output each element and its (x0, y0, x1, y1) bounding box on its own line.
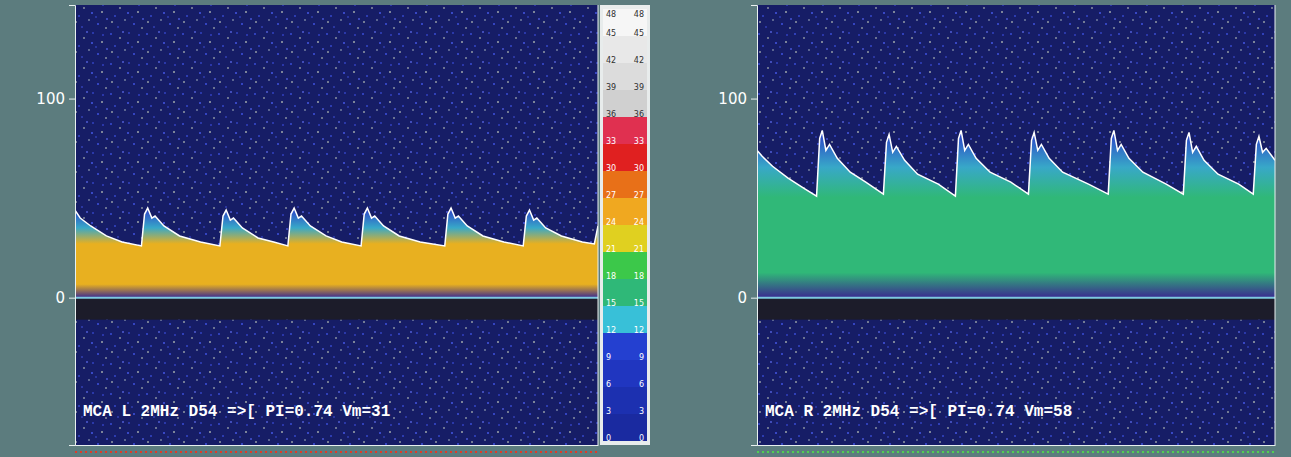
colorbar-label: 33 (634, 137, 644, 146)
colorbar-label: 42 (606, 56, 616, 65)
frame (1275, 5, 1276, 445)
tick-mark (69, 99, 75, 100)
plot-background (757, 5, 1275, 445)
colorbar-label: 27 (634, 191, 644, 200)
spectrum-area (75, 208, 598, 298)
colorbar-label: 12 (606, 326, 616, 335)
marks (75, 208, 598, 298)
baseline-band (757, 298, 1275, 320)
colorbar-frame (600, 5, 650, 445)
tick: 0 (737, 289, 757, 307)
tick-label: 100 (718, 90, 747, 108)
colorbar-label: 24 (634, 218, 644, 227)
footer-line (757, 451, 1275, 453)
tick: 0 (55, 289, 75, 307)
tick-mark (751, 99, 757, 100)
panel: 0 100 MCA L 2MHz D54 =>[ PI=0.74 Vm=31 (36, 5, 598, 452)
frame (598, 5, 599, 445)
colorbar-label: 48 (634, 10, 644, 19)
colorbar-label: 18 (606, 272, 616, 281)
colorbar-label: 9 (639, 353, 644, 362)
panel-label: MCA R 2MHz D54 =>[ PI=0.74 Vm=58 (765, 403, 1072, 421)
colorbar-label: 48 (606, 10, 616, 19)
colorbar-label: 15 (634, 299, 644, 308)
baseline-band (75, 298, 598, 320)
colorbar-label: 18 (634, 272, 644, 281)
colorbar-label: 6 (639, 380, 644, 389)
colorbar-label: 0 (606, 434, 611, 443)
y-axis: 0 100 (718, 6, 757, 446)
tick: 100 (36, 90, 75, 108)
canvas: 0 100 MCA L 2MHz D54 =>[ PI=0.74 Vm=31 0 100… (0, 0, 1291, 457)
zero-line (75, 297, 598, 299)
tick-mark (751, 298, 757, 299)
colorbar-label: 39 (634, 83, 644, 92)
colorbar-label: 33 (606, 137, 616, 146)
footer-line (75, 451, 598, 453)
colorbar-label: 24 (606, 218, 616, 227)
tick-label: 100 (36, 90, 65, 108)
panel-label: MCA L 2MHz D54 =>[ PI=0.74 Vm=31 (83, 403, 390, 421)
colorbar-label: 30 (634, 164, 644, 173)
colorbar-label: 6 (606, 380, 611, 389)
plot-background (75, 5, 598, 445)
tick-mark (69, 298, 75, 299)
tick-label: 0 (55, 289, 65, 307)
axis-line (758, 445, 1276, 446)
colorbar-label: 12 (634, 326, 644, 335)
colorbar-label: 30 (606, 164, 616, 173)
envelope-line (75, 208, 598, 246)
colorbar-label: 36 (606, 110, 616, 119)
tick-label: 0 (737, 289, 747, 307)
spectrum-area (757, 130, 1275, 297)
zero-line (757, 297, 1275, 299)
colorbar-label: 42 (634, 56, 644, 65)
colorbar-label: 36 (634, 110, 644, 119)
colorbar-label: 0 (639, 434, 644, 443)
colorbar-label: 45 (634, 29, 644, 38)
colorbar-label: 3 (639, 407, 644, 416)
y-axis: 0 100 (36, 6, 75, 446)
x-axis (76, 445, 599, 446)
colorbar-label: 21 (634, 245, 644, 254)
colorbar-label: 3 (606, 407, 611, 416)
colorbar: 0033669912121515181821212424272730303333… (600, 5, 650, 445)
tick: 100 (718, 90, 757, 108)
colorbar-label: 45 (606, 29, 616, 38)
axis-line (751, 6, 758, 446)
colorbar-label: 9 (606, 353, 611, 362)
marks (757, 130, 1275, 297)
x-axis (758, 445, 1276, 446)
colorbar-label: 15 (606, 299, 616, 308)
colorbar-label: 39 (606, 83, 616, 92)
panel: 0 100 MCA R 2MHz D54 =>[ PI=0.74 Vm=58 (718, 5, 1275, 452)
colorbar-label: 27 (606, 191, 616, 200)
colorbar-label: 21 (606, 245, 616, 254)
axis-line (76, 445, 599, 446)
axis-line (69, 6, 76, 446)
envelope-line (757, 130, 1275, 196)
